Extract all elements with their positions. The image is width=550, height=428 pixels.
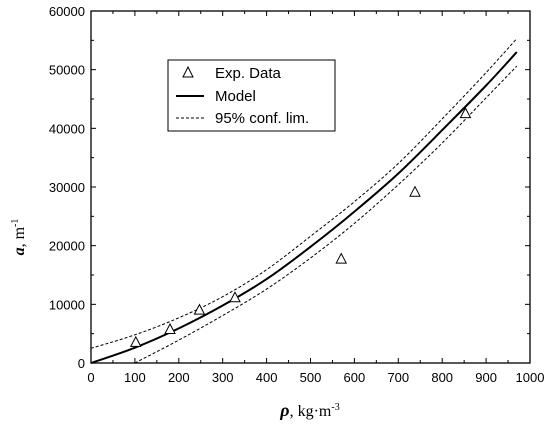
data-point: [229, 291, 241, 303]
x-tick-label: 100: [124, 370, 146, 385]
x-tick-label: 700: [387, 370, 409, 385]
x-axis-title: ρ, kg·m-3: [279, 400, 339, 420]
data-point: [193, 303, 206, 315]
legend-label-exp-data: Exp. Data: [215, 65, 282, 82]
legend: Exp. Data Model 95% conf. lim.: [167, 59, 336, 132]
x-tick-label: 300: [212, 370, 234, 385]
data-point: [335, 252, 348, 264]
x-tick-label: 1000: [516, 370, 545, 385]
x-tick-label: 400: [256, 370, 278, 385]
x-tick-label: 900: [475, 370, 497, 385]
x-axis-unit: , kg·m: [290, 403, 332, 420]
y-tick-label: 40000: [49, 121, 85, 136]
legend-label-conf-lim: 95% conf. lim.: [215, 110, 309, 127]
y-tick-label: 20000: [49, 239, 85, 254]
x-tick-label: 0: [87, 370, 94, 385]
model-line: [90, 51, 518, 364]
x-tick-label: 800: [431, 370, 453, 385]
data-point: [129, 335, 142, 347]
x-axis-symbol: ρ: [279, 400, 289, 420]
y-tick-label: 60000: [49, 4, 85, 19]
series-layer: [90, 38, 518, 364]
x-axis-unit-exponent: -3: [331, 402, 339, 413]
legend-marker-exp-data: [182, 65, 194, 78]
conf-limit-line: [134, 65, 518, 364]
y-tick-label: 0: [78, 356, 85, 371]
y-tick-label: 50000: [49, 63, 85, 78]
y-axis-symbol: a: [11, 247, 28, 255]
x-tick-label: 500: [300, 370, 322, 385]
y-tick-label: 30000: [49, 180, 85, 195]
data-point: [409, 185, 421, 197]
data-point: [459, 107, 472, 119]
y-tick-label: 10000: [49, 297, 85, 312]
axis-ticks: 0 100 200 300 400 500 600 700 800 900 100001000020…: [49, 4, 545, 385]
x-tick-label: 600: [344, 370, 366, 385]
y-axis-unit: , m: [11, 226, 28, 247]
y-axis-unit-exponent: -1: [10, 219, 21, 227]
x-tick-label: 200: [168, 370, 190, 385]
y-axis-title: a, m-1: [10, 219, 28, 256]
data-point: [164, 322, 176, 334]
legend-label-model: Model: [215, 88, 256, 105]
